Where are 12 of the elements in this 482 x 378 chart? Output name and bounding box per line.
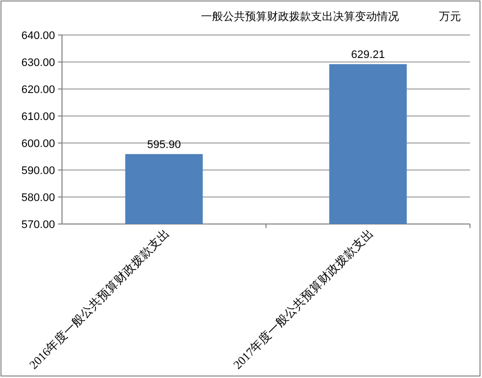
y-tick-label: 590.00 — [21, 165, 55, 177]
chart-title: 一般公共预算财政拨款支出决算变动情况 — [201, 10, 399, 23]
data-label: 629.21 — [351, 49, 385, 62]
y-tick-label: 640.00 — [21, 30, 55, 42]
y-tick-label: 610.00 — [21, 111, 55, 123]
y-tick-label: 600.00 — [21, 138, 55, 150]
y-tick-label: 620.00 — [21, 84, 55, 96]
y-tick-label: 570.00 — [21, 219, 55, 231]
y-tick-label: 630.00 — [21, 57, 55, 69]
y-tick-label: 580.00 — [21, 192, 55, 204]
y-axis-title: 万元 — [439, 11, 461, 23]
data-label: 595.90 — [147, 139, 181, 152]
